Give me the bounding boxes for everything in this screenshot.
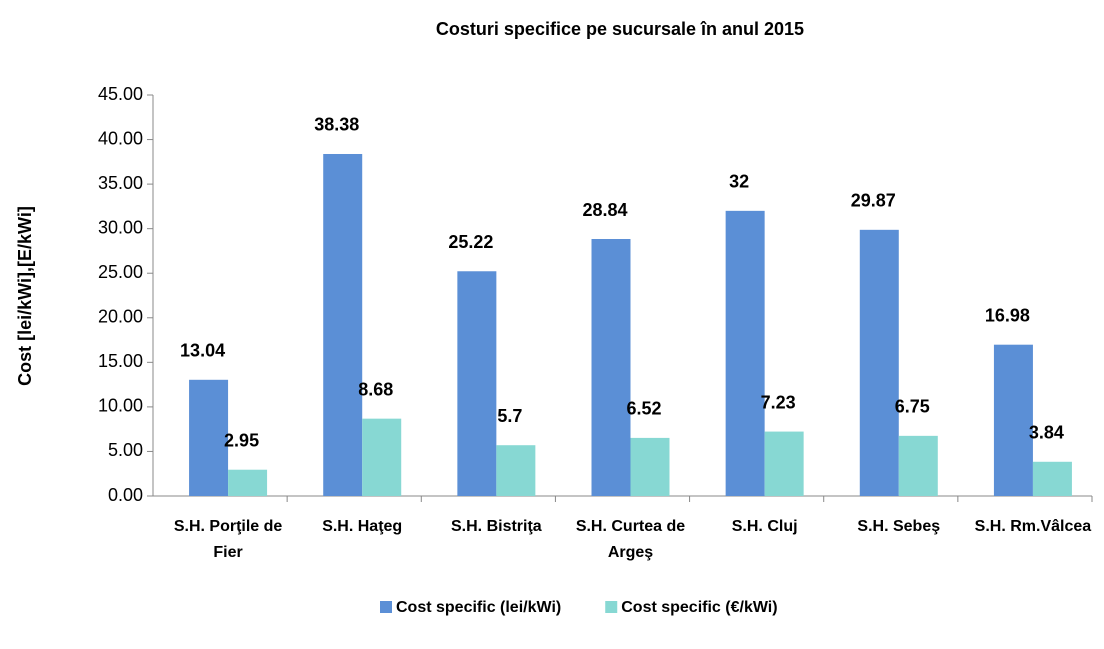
bar	[725, 210, 765, 496]
bar	[993, 344, 1033, 496]
y-axis-title: Cost [lei/kWi],[E/kWi]	[15, 206, 35, 386]
bar	[189, 379, 229, 496]
y-tick-label: 30.00	[98, 217, 143, 237]
bar	[362, 418, 402, 496]
y-tick-label: 40.00	[98, 128, 143, 148]
y-tick-label: 20.00	[98, 307, 143, 327]
data-label: 29.87	[851, 191, 896, 211]
bar	[457, 271, 497, 496]
data-label: 25.22	[448, 232, 493, 252]
y-tick-label: 25.00	[98, 262, 143, 282]
data-label: 28.84	[582, 200, 627, 220]
x-tick-label: S.H. Cluj	[731, 518, 798, 535]
data-label: 2.95	[224, 430, 259, 450]
y-tick-label: 5.00	[108, 440, 143, 460]
data-label: 16.98	[985, 305, 1030, 325]
y-tick-label: 45.00	[98, 84, 143, 104]
data-label: 6.75	[895, 397, 930, 417]
y-tick-label: 35.00	[98, 173, 143, 193]
bar	[228, 469, 268, 496]
data-label: 6.52	[626, 399, 661, 419]
x-tick-label: S.H. Bistriţa	[451, 518, 542, 535]
data-label: 32	[729, 172, 749, 192]
y-tick-label: 10.00	[98, 396, 143, 416]
y-tick-label: 15.00	[98, 351, 143, 371]
bar	[323, 153, 363, 496]
data-label: 8.68	[358, 379, 393, 399]
x-tick-label: S.H. Rm.Vâlcea	[974, 518, 1092, 535]
data-label: 3.84	[1029, 423, 1064, 443]
bar	[764, 431, 804, 496]
legend-swatch	[605, 601, 618, 613]
bar	[591, 239, 631, 497]
data-label: 13.04	[180, 341, 225, 361]
y-tick-label: 0.00	[108, 485, 143, 505]
bar	[1032, 461, 1072, 496]
bar	[630, 437, 670, 496]
bar	[496, 445, 536, 496]
legend-label: Cost specific (€/kWi)	[621, 599, 777, 616]
x-tick-label: S.H. Sebeş	[857, 518, 941, 535]
legend-label: Cost specific (lei/kWi)	[396, 599, 561, 616]
data-label: 7.23	[761, 392, 796, 412]
x-tick-label: S.H. Curtea de Argeş	[575, 518, 686, 561]
legend-swatch	[380, 601, 392, 613]
x-tick-label: S.H. Porţile de Fier	[173, 518, 283, 561]
bar	[859, 229, 899, 496]
data-label: 5.7	[497, 406, 522, 426]
bar	[898, 435, 938, 496]
x-tick-label: S.H. Haţeg	[322, 518, 403, 535]
data-label: 38.38	[314, 115, 359, 135]
chart-title: Costuri specifice pe sucursale în anul 2…	[436, 19, 804, 39]
